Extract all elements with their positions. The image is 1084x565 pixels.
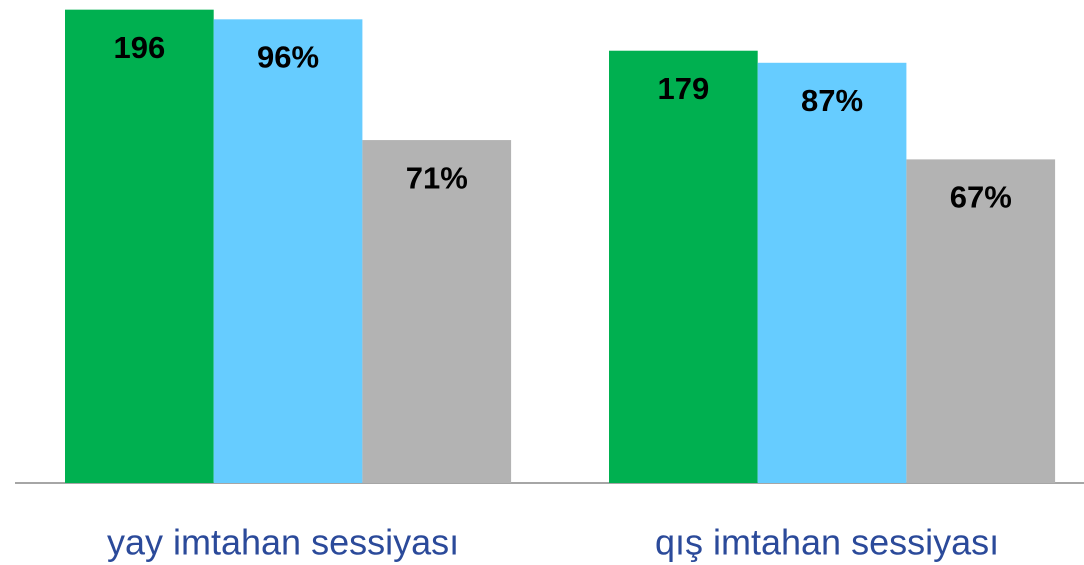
bar [362,140,512,483]
data-label: 67% [950,180,1012,215]
data-label: 196 [113,30,165,65]
x-tick-label: yay imtahan sessiyası [107,522,459,563]
data-label: 87% [801,83,863,118]
data-label: 96% [257,40,319,75]
bar [906,159,1056,483]
data-label: 179 [657,71,709,106]
bar [757,62,907,483]
x-tick-label: qış imtahan sessiyası [655,522,999,563]
data-label: 71% [406,160,468,195]
bar [213,19,363,483]
bar [609,50,758,484]
bar [65,9,214,483]
